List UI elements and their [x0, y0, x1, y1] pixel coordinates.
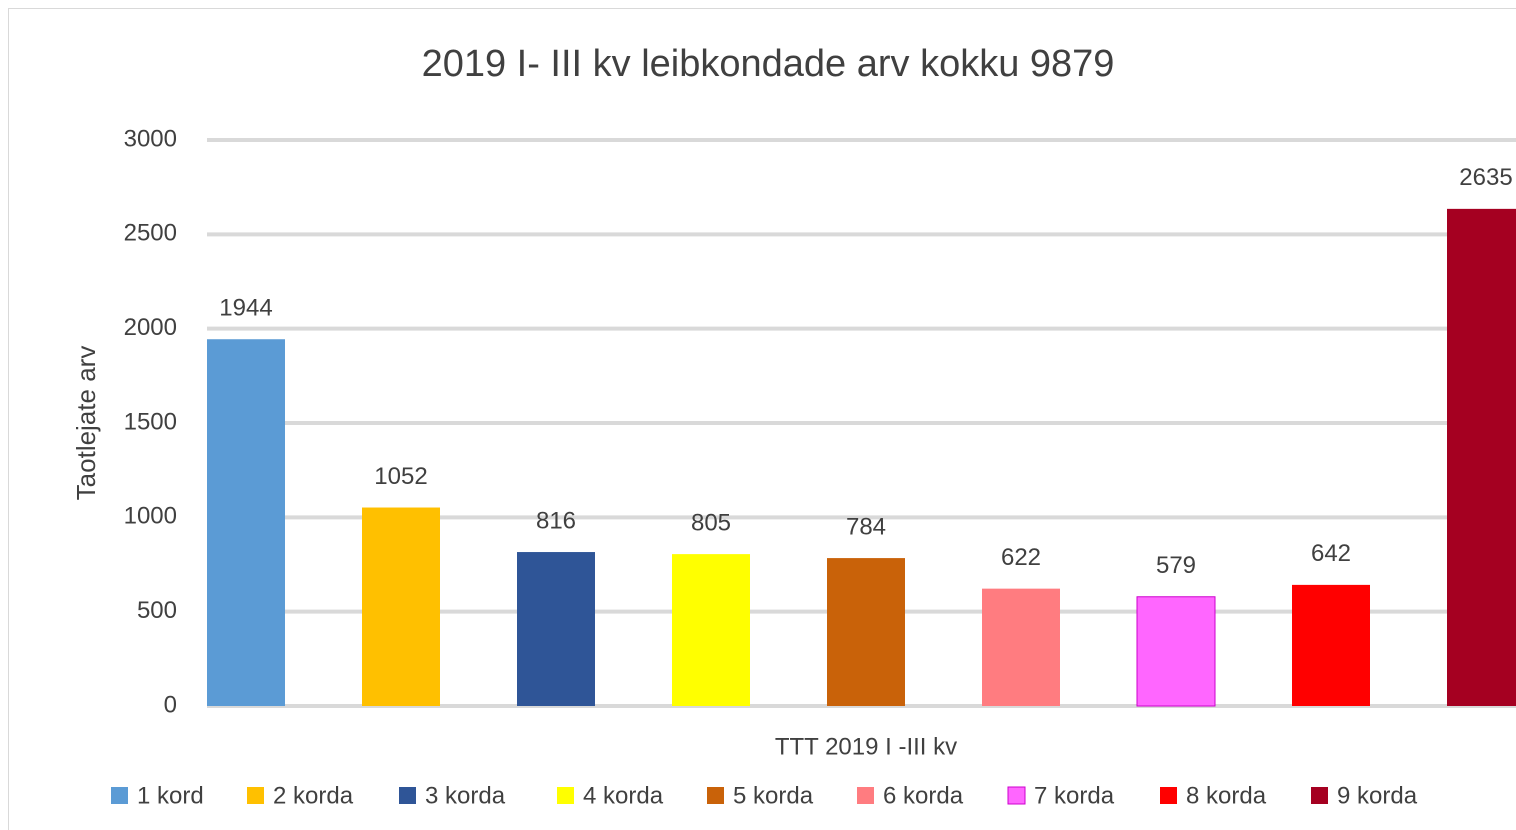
y-tick-label: 2500: [124, 220, 177, 247]
y-tick-label: 0: [164, 691, 177, 718]
x-tick-label: TTT 2019 I -III kv: [775, 733, 957, 760]
legend-swatch: [1160, 787, 1177, 804]
y-axis-label: Taotlejate arv: [71, 346, 101, 501]
value-label: 622: [1001, 544, 1041, 571]
bar: [1447, 208, 1516, 706]
value-label: 579: [1156, 552, 1196, 579]
bar: [672, 554, 750, 706]
legend-swatch: [707, 787, 724, 804]
y-tick-label: 1000: [124, 503, 177, 530]
value-label: 816: [536, 507, 576, 534]
legend-swatch: [1311, 787, 1328, 804]
legend-label: 5 korda: [733, 782, 814, 809]
bar: [517, 552, 595, 706]
bar: [982, 588, 1060, 706]
legend-label: 7 korda: [1034, 782, 1115, 809]
legend-swatch: [1007, 786, 1026, 805]
value-label: 642: [1311, 540, 1351, 567]
legend-label: 2 korda: [273, 782, 354, 809]
value-label: 1944: [219, 295, 272, 322]
legend-label: 4 korda: [583, 782, 664, 809]
value-label: 784: [846, 513, 886, 540]
legend-swatch: [857, 787, 874, 804]
y-tick-label: 3000: [124, 125, 177, 152]
y-tick-label: 2000: [124, 314, 177, 341]
legend-label: 3 korda: [425, 782, 506, 809]
bar: [827, 558, 905, 706]
legend-swatch: [399, 787, 416, 804]
legend-label: 6 korda: [883, 782, 964, 809]
legend-label: 1 kord: [137, 782, 204, 809]
value-label: 1052: [374, 463, 427, 490]
bar: [207, 339, 285, 706]
legend-swatch: [247, 787, 264, 804]
value-label: 805: [691, 509, 731, 536]
chart-title: 2019 I- III kv leibkondade arv kokku 987…: [422, 43, 1115, 85]
legend-label: 9 korda: [1337, 782, 1418, 809]
bar: [1292, 584, 1370, 706]
value-label: 2635: [1459, 164, 1512, 191]
y-tick-label: 1500: [124, 408, 177, 435]
legend-swatch: [557, 787, 574, 804]
bar: [1136, 596, 1216, 707]
bar: [362, 507, 440, 706]
y-tick-label: 500: [137, 597, 177, 624]
legend-label: 8 korda: [1186, 782, 1267, 809]
legend-swatch: [111, 787, 128, 804]
